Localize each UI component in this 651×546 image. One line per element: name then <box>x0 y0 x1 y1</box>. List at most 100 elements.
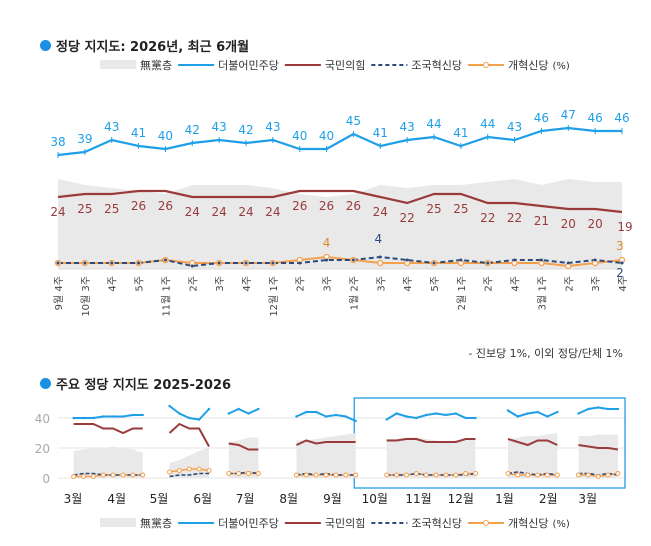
point-reform <box>554 472 560 478</box>
label-dem: 43 <box>265 120 280 134</box>
line-rebuild <box>169 472 210 478</box>
label-ppp: 19 <box>617 220 632 234</box>
point-reform <box>140 472 146 478</box>
x-tick-label: 4월 <box>107 492 126 506</box>
point-reform <box>525 472 531 478</box>
legend-swatch-none <box>100 60 136 69</box>
point-reform <box>585 472 591 478</box>
point-rebuild <box>137 261 141 265</box>
point-dem <box>454 412 457 415</box>
label-dem: 38 <box>50 135 65 149</box>
point-reform <box>423 472 429 478</box>
x-tick-label: 5주 <box>135 276 146 292</box>
point-rebuild <box>83 261 87 265</box>
point-reform <box>323 472 329 478</box>
x-tick-label: 3월 <box>578 492 597 506</box>
label-dem: 42 <box>185 123 200 137</box>
point-dem <box>464 416 467 420</box>
point-dem <box>197 418 201 421</box>
point-dem <box>72 416 75 420</box>
point-dem <box>444 413 448 417</box>
label-rebuild: 2 <box>616 266 624 280</box>
point-dem <box>474 416 477 420</box>
x-tick-label: 2월 1주 <box>456 276 468 310</box>
point-reform <box>535 472 541 478</box>
line-rebuild <box>507 471 558 476</box>
bullet-icon <box>40 40 51 51</box>
label-dem: 45 <box>346 114 361 128</box>
label-reform: 3 <box>616 239 624 253</box>
x-tick-label: 3주 <box>591 276 602 292</box>
legend-label-reform: 개혁신당 <box>508 59 548 72</box>
x-tick-label: 9월 <box>323 492 342 506</box>
point-reform <box>71 474 77 479</box>
point-dem <box>121 415 125 418</box>
label-ppp: 26 <box>346 199 361 213</box>
label-ppp: 26 <box>292 199 307 213</box>
point-dem <box>536 410 539 414</box>
point-reform <box>353 472 359 478</box>
legend-label-ppp: 국민의힘 <box>325 59 365 72</box>
label-ppp: 24 <box>50 205 65 219</box>
point-reform <box>206 468 212 473</box>
line-dem <box>507 409 558 418</box>
label-dem: 41 <box>131 126 146 140</box>
chart-title-bottom: 주요 정당 지지도 2025-2026 <box>40 374 231 393</box>
point-reform <box>130 472 136 478</box>
label-dem: 43 <box>104 120 119 134</box>
point-rebuild <box>405 258 409 262</box>
x-tick-label: 2주 <box>484 276 495 292</box>
point-dem <box>237 407 240 411</box>
point-dem <box>141 413 144 417</box>
point-dem <box>334 413 338 417</box>
point-reform <box>605 472 611 478</box>
point-dem <box>546 415 549 418</box>
point-dem <box>606 407 610 411</box>
point-dem <box>131 413 135 417</box>
legend-label-rebuild: 조국혁신당 <box>411 59 462 72</box>
area-none-party <box>296 433 356 478</box>
point-dem <box>178 412 181 415</box>
x-tick-label: 11월 <box>405 492 431 506</box>
label-rebuild: 4 <box>374 232 382 246</box>
label-dem: 46 <box>534 111 549 125</box>
point-rebuild <box>110 261 114 265</box>
point-reform <box>595 474 601 479</box>
point-dem <box>92 416 95 420</box>
point-reform <box>443 472 449 478</box>
legend-label-ppp: 국민의힘 <box>325 517 365 530</box>
point-reform <box>575 472 581 478</box>
x-tick-label: 2주 <box>296 276 307 292</box>
point-dem <box>424 413 428 417</box>
point-rebuild <box>244 261 248 265</box>
label-ppp: 26 <box>131 199 146 213</box>
title-text: 주요 정당 지지도 2025-2026 <box>56 378 232 393</box>
point-reform <box>333 472 339 478</box>
line-rebuild <box>386 472 476 476</box>
x-tick-label: 12월 <box>448 492 474 506</box>
label-ppp: 24 <box>212 205 227 219</box>
label-ppp: 26 <box>158 199 173 213</box>
point-dem <box>111 415 115 418</box>
label-dem: 43 <box>400 120 415 134</box>
legend-swatch-none <box>100 518 136 527</box>
point-reform <box>236 471 242 476</box>
area-none-party <box>578 434 618 478</box>
label-ppp: 20 <box>561 217 576 231</box>
x-tick-label: 10월 3주 <box>80 276 92 317</box>
area-none-party <box>73 446 143 478</box>
point-dem <box>227 412 230 415</box>
point-dem <box>385 418 388 421</box>
point-reform <box>303 472 309 478</box>
label-dem: 40 <box>292 129 307 143</box>
point-rebuild <box>539 258 543 262</box>
point-rebuild <box>163 258 167 262</box>
x-tick-label: 8월 <box>279 492 298 506</box>
line-dem <box>228 407 259 415</box>
point-dem <box>168 404 171 408</box>
point-reform <box>433 472 439 478</box>
label-ppp: 22 <box>507 211 522 225</box>
label-reform: 4 <box>323 236 331 250</box>
point-reform <box>453 472 459 478</box>
point-reform <box>110 472 116 478</box>
